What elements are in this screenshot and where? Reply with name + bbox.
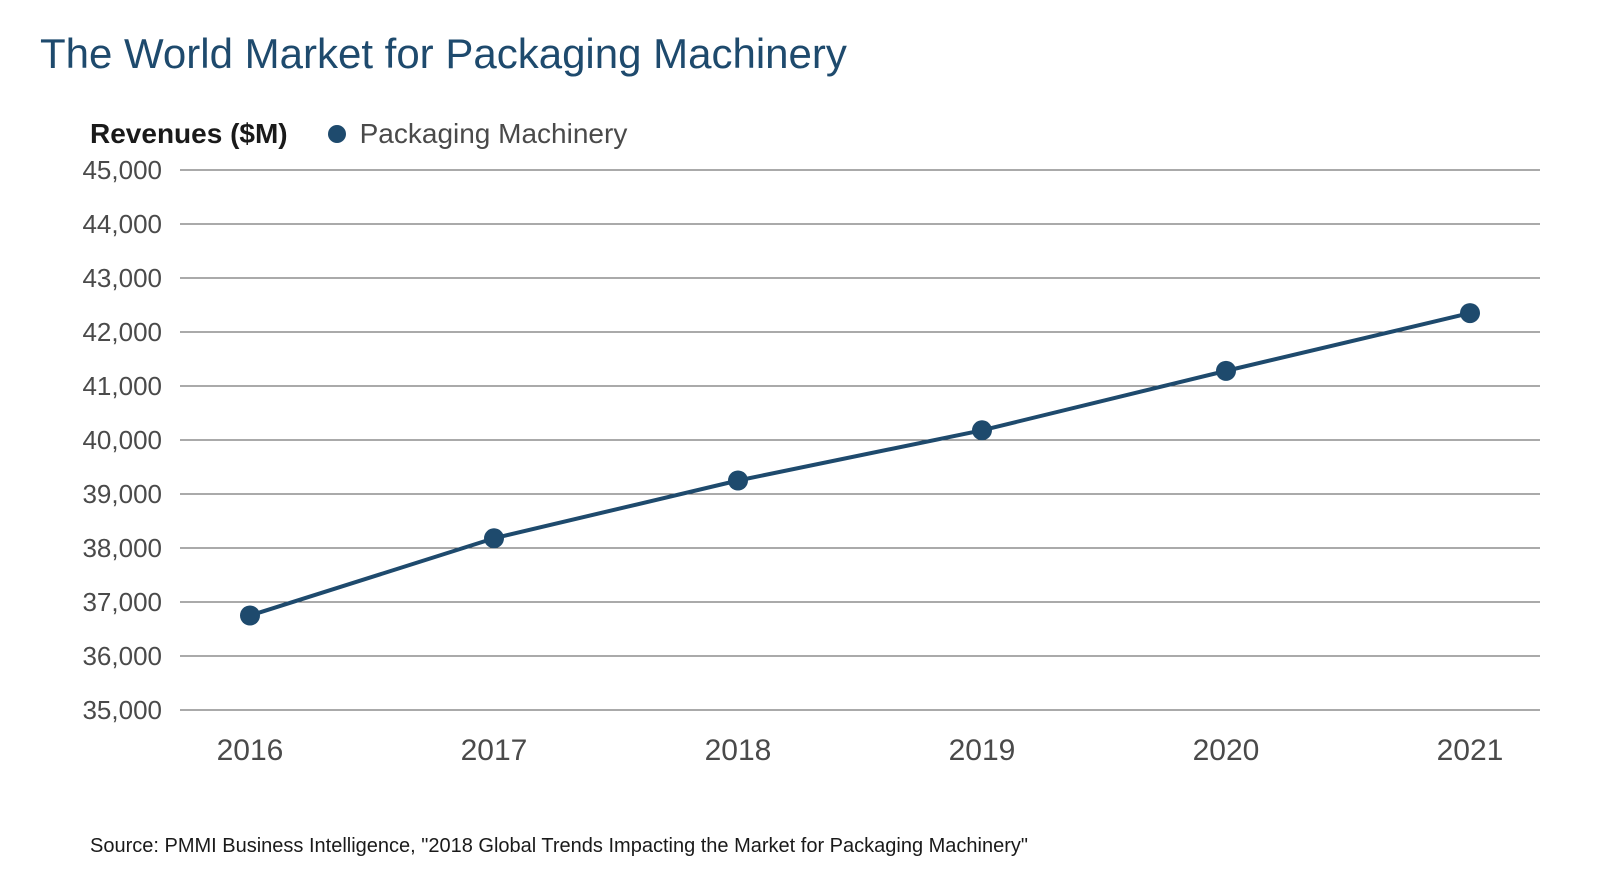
legend-label: Packaging Machinery bbox=[360, 118, 628, 150]
source-attribution: Source: PMMI Business Intelligence, "201… bbox=[90, 835, 1562, 858]
line-chart-svg: 35,000 36,000 37,000 38,000 39,000 40,000 41,0… bbox=[40, 160, 1570, 770]
y-tick-label: 40,000 bbox=[82, 425, 162, 455]
chart-header-row: Revenues ($M) Packaging Machinery bbox=[90, 118, 1562, 150]
data-point-marker bbox=[1460, 303, 1480, 323]
data-point-marker bbox=[972, 420, 992, 440]
y-axis-title: Revenues ($M) bbox=[90, 118, 288, 150]
page-container: The World Market for Packaging Machinery… bbox=[0, 0, 1622, 894]
y-tick-label: 39,000 bbox=[82, 479, 162, 509]
y-tick-label: 38,000 bbox=[82, 533, 162, 563]
x-tick-label: 2018 bbox=[705, 734, 772, 767]
y-tick-label: 37,000 bbox=[82, 587, 162, 617]
data-point-marker bbox=[728, 471, 748, 491]
chart-area: 35,000 36,000 37,000 38,000 39,000 40,000 41,0… bbox=[40, 160, 1562, 775]
y-tick-label: 44,000 bbox=[82, 209, 162, 239]
data-point-marker bbox=[1216, 361, 1236, 381]
y-tick-label: 42,000 bbox=[82, 317, 162, 347]
legend: Packaging Machinery bbox=[328, 118, 628, 150]
legend-marker-icon bbox=[328, 125, 346, 143]
y-tick-label: 36,000 bbox=[82, 641, 162, 671]
series-line bbox=[250, 313, 1470, 615]
chart-title: The World Market for Packaging Machinery bbox=[40, 30, 1562, 78]
x-tick-label: 2020 bbox=[1193, 734, 1260, 767]
data-point-marker bbox=[240, 606, 260, 626]
y-tick-label: 43,000 bbox=[82, 263, 162, 293]
x-tick-label: 2017 bbox=[461, 734, 528, 767]
data-point-marker bbox=[484, 528, 504, 548]
y-tick-label: 41,000 bbox=[82, 371, 162, 401]
y-tick-label: 35,000 bbox=[82, 695, 162, 725]
x-tick-label: 2016 bbox=[217, 734, 284, 767]
x-tick-label: 2021 bbox=[1437, 734, 1504, 767]
y-tick-label: 45,000 bbox=[82, 160, 162, 185]
x-tick-label: 2019 bbox=[949, 734, 1016, 767]
